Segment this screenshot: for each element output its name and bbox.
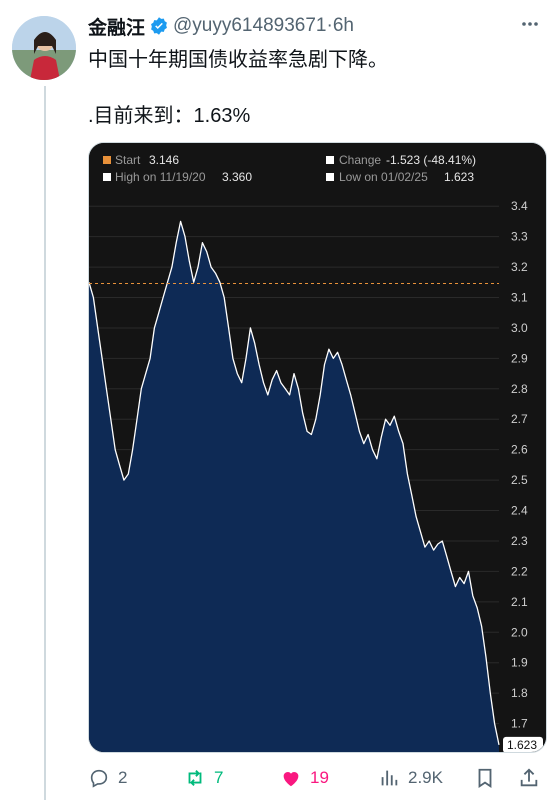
- avatar[interactable]: [12, 16, 76, 80]
- verified-badge-icon: [149, 16, 169, 36]
- retweet-button[interactable]: 7: [184, 762, 223, 794]
- start-swatch: [103, 156, 111, 164]
- tweet-text: 中国十年期国债收益率急剧下降。 .目前来到：1.63%: [88, 46, 548, 130]
- more-icon[interactable]: [520, 14, 540, 38]
- legend-low-label: Low on 01/02/25: [339, 170, 428, 184]
- last-value-badge: [503, 736, 543, 752]
- reply-count: 2: [118, 768, 128, 787]
- legend-change-value: -1.523 (-48.41%): [386, 153, 476, 167]
- thread-connector-line: [44, 86, 46, 800]
- author-handle[interactable]: @yuyy614893671: [173, 15, 327, 36]
- legend-start-label: Start: [115, 153, 141, 167]
- like-icon: [283, 772, 299, 787]
- y-tick-label: 1.9: [511, 656, 528, 670]
- legend-high-value: 3.360: [222, 170, 252, 184]
- tweet-text-line: .目前来到：1.63%: [88, 105, 251, 127]
- series-line: [89, 220, 500, 746]
- chart-legend: Start 3.146 High on 11/19/20 3.360 Chang…: [103, 153, 476, 184]
- y-tick-label: 2.6: [511, 443, 528, 457]
- reply-icon: [90, 769, 108, 788]
- y-tick-label: 2.7: [511, 412, 528, 426]
- tweet-actions: 2 7 19 2.9K: [88, 762, 548, 794]
- y-tick-label: 2.1: [511, 595, 528, 609]
- reply-button[interactable]: 2: [88, 762, 127, 794]
- separator-dot: ·: [326, 15, 333, 36]
- share-button[interactable]: [518, 762, 548, 794]
- retweet-icon: [188, 770, 202, 786]
- y-tick-label: 2.9: [511, 351, 528, 365]
- high-swatch: [103, 173, 111, 181]
- chart-y-axis: 3.4 3.3 3.2 3.1 3.0 2.9 2.8 2.7 2.6 2.5 2.4 2.3 2.2 2…: [503, 199, 543, 752]
- author-name[interactable]: 金融汪: [88, 17, 146, 39]
- change-swatch: [326, 156, 334, 164]
- tweet-header: 金融汪 @yuyy614893671 · 6h: [88, 14, 548, 39]
- y-tick-label: 2.0: [511, 625, 528, 639]
- y-tick-label: 2.8: [511, 382, 528, 396]
- y-tick-label: 1.8: [511, 686, 528, 700]
- y-tick-label: 2.4: [511, 504, 528, 518]
- bookmark-icon: [478, 768, 492, 788]
- area-fill: [89, 221, 499, 752]
- last-value-label: 1.623: [507, 738, 537, 752]
- y-tick-label: 3.4: [511, 199, 528, 213]
- tweet-timestamp[interactable]: 6h: [332, 15, 354, 36]
- y-tick-label: 1.7: [511, 717, 528, 731]
- chart-area-series: [89, 220, 500, 752]
- views-button[interactable]: 2.9K: [378, 762, 443, 794]
- y-tick-label: 3.0: [511, 321, 528, 335]
- views-icon: [381, 770, 398, 786]
- y-tick-label: 3.1: [511, 291, 528, 305]
- retweet-count: 7: [214, 768, 224, 787]
- like-button[interactable]: 19: [280, 762, 329, 794]
- y-tick-label: 2.5: [511, 473, 528, 487]
- y-tick-label: 3.2: [511, 260, 528, 274]
- low-swatch: [326, 173, 334, 181]
- share-icon: [520, 768, 538, 787]
- bookmark-button[interactable]: [474, 762, 504, 794]
- tweet: 金融汪 @yuyy614893671 · 6h 中国十年期国债收益率急剧下降。 …: [88, 14, 548, 753]
- legend-low-value: 1.623: [444, 170, 474, 184]
- views-count: 2.9K: [408, 768, 443, 787]
- chart-image[interactable]: Start 3.146 High on 11/19/20 3.360 Chang…: [88, 142, 547, 753]
- legend-high-label: High on 11/19/20: [115, 170, 206, 184]
- like-count: 19: [310, 768, 329, 787]
- tweet-text-line: 中国十年期国债收益率急剧下降。: [88, 49, 388, 71]
- yield-chart: Start 3.146 High on 11/19/20 3.360 Chang…: [89, 143, 546, 752]
- y-tick-label: 2.3: [511, 534, 528, 548]
- y-tick-label: 2.2: [511, 564, 528, 578]
- y-tick-label: 3.3: [511, 230, 528, 244]
- legend-change-label: Change: [339, 153, 381, 167]
- legend-start-value: 3.146: [149, 153, 179, 167]
